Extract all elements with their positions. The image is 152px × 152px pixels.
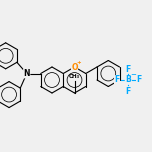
Text: B: B <box>125 76 131 85</box>
Text: −: − <box>130 72 136 78</box>
Text: CH₃: CH₃ <box>69 74 80 78</box>
Text: F: F <box>125 86 131 95</box>
Text: +: + <box>76 60 81 66</box>
Text: F: F <box>136 76 142 85</box>
Text: F: F <box>125 64 131 74</box>
Text: F: F <box>114 76 120 85</box>
Text: O: O <box>71 62 78 71</box>
Text: N: N <box>24 69 30 78</box>
